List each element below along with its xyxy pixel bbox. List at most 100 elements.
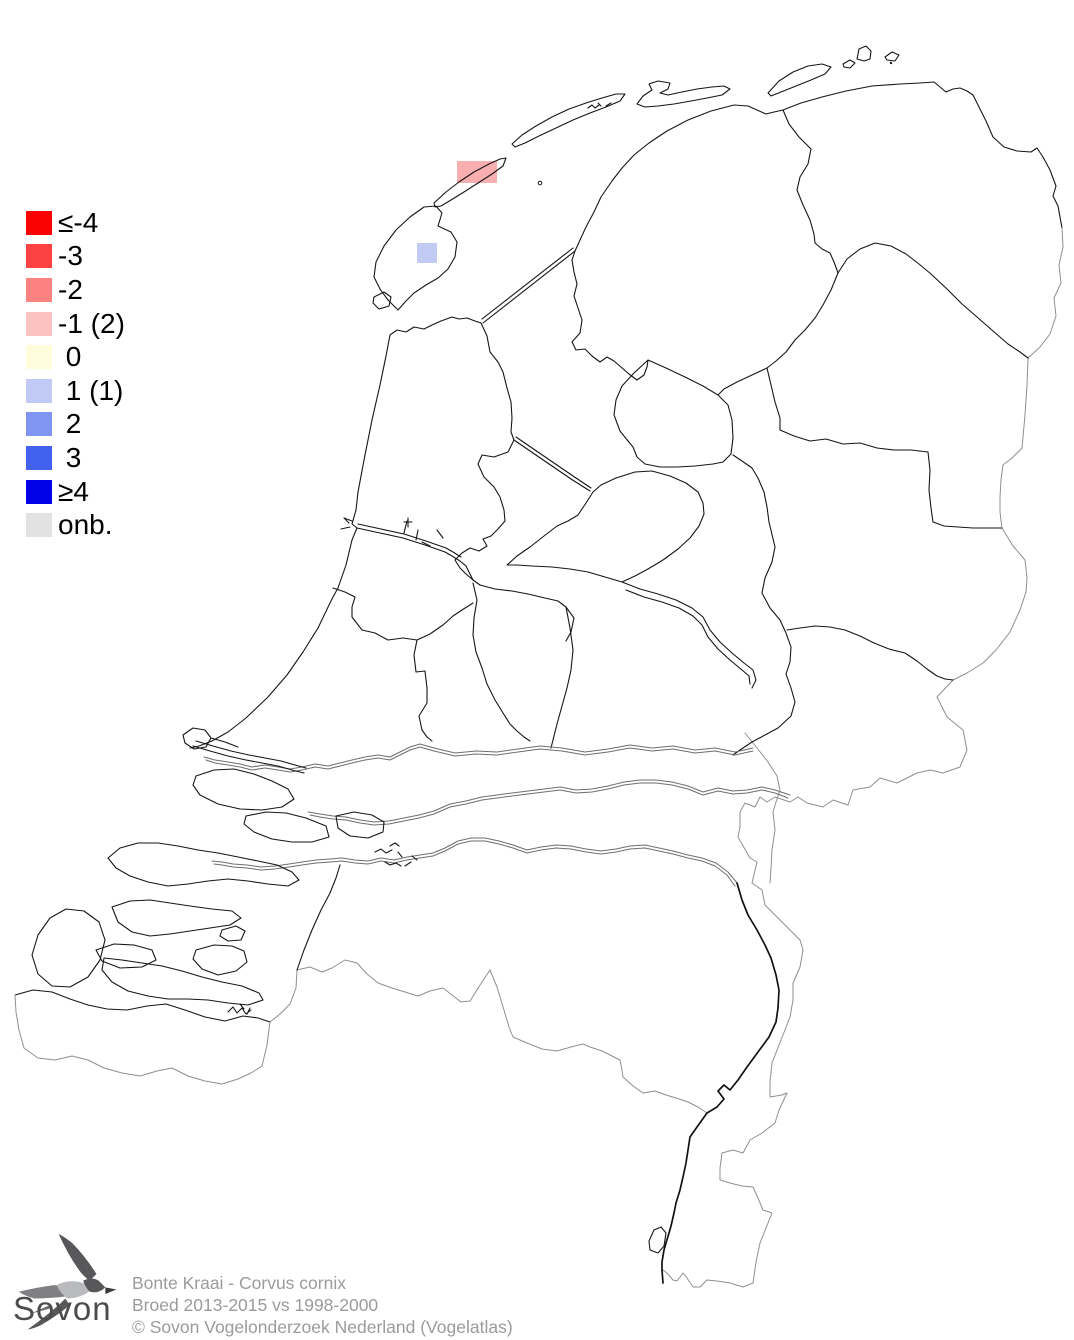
river-waal-2 <box>309 782 789 826</box>
legend-swatch <box>26 445 52 470</box>
legend-label: ≤-4 <box>58 206 99 238</box>
islet-dot-1 <box>889 61 893 65</box>
legend-label: onb. <box>58 509 113 541</box>
island-goeree-overflakkee <box>107 842 300 887</box>
border-groningen-drenthe <box>837 242 1029 359</box>
legend-swatch <box>26 378 52 403</box>
islet-griend <box>537 180 543 186</box>
coast-friesland-ijsselmeer <box>571 250 649 381</box>
legend-item: 0 <box>26 340 125 374</box>
border-belgium <box>269 959 708 1114</box>
island-rottum-2 <box>856 45 872 62</box>
island-rottum-1 <box>842 59 856 69</box>
coastlines <box>189 81 1063 749</box>
legend-item: 2 <box>26 408 125 442</box>
national-borders <box>269 227 1064 1288</box>
sovon-logo-text: Sovon <box>13 1290 112 1327</box>
island-hoeksche-waard <box>243 811 330 843</box>
caption-species: Bonte Kraai - Corvus cornix <box>132 1273 346 1293</box>
legend-swatch <box>26 244 52 269</box>
coast-noordbrabant-west <box>296 864 341 971</box>
border-noord-zuid-holland-utrecht <box>332 587 474 641</box>
river-lek-2 <box>205 746 754 773</box>
maasvlakte <box>182 727 239 750</box>
noordzeekanaal-2 <box>357 523 462 558</box>
legend-swatch <box>26 412 52 437</box>
biesbosch-creeks <box>374 842 418 867</box>
border-gelderland-limburg <box>744 732 781 884</box>
legend: ≤-4 -3 -2 -1 (2) 0 1 (1) 2 3 ≥4 onb. <box>26 206 125 542</box>
terneuzen-creeks <box>227 1003 252 1015</box>
island-vlieland <box>433 157 507 208</box>
legend-item: -2 <box>26 273 125 307</box>
coast-wadden-north <box>574 81 1063 252</box>
island-rottum-3 <box>884 51 900 62</box>
sovon-logo <box>18 1234 117 1330</box>
island-tholen <box>192 944 248 976</box>
maastricht-west-bank <box>648 1226 667 1254</box>
coast-markermeer-nh <box>454 322 515 586</box>
island-noorderhaaks <box>372 291 392 310</box>
legend-item: -1 (2) <box>26 307 125 341</box>
island-noord-beveland <box>95 943 157 969</box>
border-utrecht-gelderland <box>550 606 574 749</box>
coast-north-holland-north <box>389 316 482 336</box>
legend-swatch <box>26 513 52 538</box>
border-friesland-groningen <box>782 109 839 274</box>
island-terschelling-marks <box>587 102 612 109</box>
river-vecht <box>472 582 531 742</box>
zaan-marks <box>403 517 444 547</box>
zeeuws-vlaanderen-coast <box>14 989 271 1023</box>
polders <box>506 359 757 689</box>
delta-islands <box>14 727 385 1085</box>
legend-label: ≥4 <box>58 475 89 507</box>
legend-item: 1 (1) <box>26 374 125 408</box>
island-dordrecht <box>335 811 385 839</box>
river-maas-limburg <box>661 882 780 1284</box>
nieuwe-waterweg-2 <box>195 740 307 769</box>
island-voorne-putten <box>192 768 295 811</box>
atlas-cell <box>417 243 437 263</box>
island-walcheren <box>31 908 106 988</box>
caption-period: Broed 2013-2015 vs 1998-2000 <box>132 1295 379 1315</box>
legend-swatch <box>26 345 52 370</box>
river-waal <box>307 779 791 823</box>
legend-swatch <box>26 210 52 235</box>
swallow-icon <box>18 1234 117 1330</box>
river-maas-west-2 <box>213 840 736 887</box>
legend-label: 1 (1) <box>58 374 124 406</box>
border-friesland-drenthe <box>766 272 839 369</box>
island-texel <box>373 205 458 311</box>
province-borders <box>296 109 1029 971</box>
legend-item: ≤-4 <box>26 206 125 240</box>
ijmuiden-marks <box>340 517 353 530</box>
border-friesland-overijssel <box>717 367 768 396</box>
river-ijssel <box>732 454 796 756</box>
wadden-islands <box>372 45 900 311</box>
afsluitdijk-2 <box>481 247 574 320</box>
afsluitdijk <box>482 250 576 324</box>
rivers <box>203 743 791 1284</box>
river-maas-west <box>211 837 738 884</box>
noordoostpolder <box>613 359 734 468</box>
island-schiermonnikoog <box>767 63 832 97</box>
island-zuid-beveland <box>101 957 264 1006</box>
island-terschelling <box>511 93 626 148</box>
legend-label: -2 <box>58 273 83 305</box>
randmeren <box>621 581 757 689</box>
flevoland <box>506 470 705 583</box>
legend-label: 0 <box>58 341 82 373</box>
coast-north-sea <box>189 334 391 749</box>
houtribdijk <box>513 439 591 492</box>
island-ameland <box>636 80 731 108</box>
caption-copyright: © Sovon Vogelonderzoek Nederland (Vogela… <box>132 1317 513 1337</box>
legend-item: 3 <box>26 441 125 475</box>
legend-label: 2 <box>58 408 82 440</box>
legend-item: -3 <box>26 240 125 274</box>
nieuwe-waterweg <box>192 745 305 774</box>
zeeuws-vlaanderen-border <box>14 994 271 1085</box>
legend-swatch <box>26 311 52 336</box>
legend-label: -1 (2) <box>58 307 125 339</box>
border-germany <box>662 227 1064 1288</box>
